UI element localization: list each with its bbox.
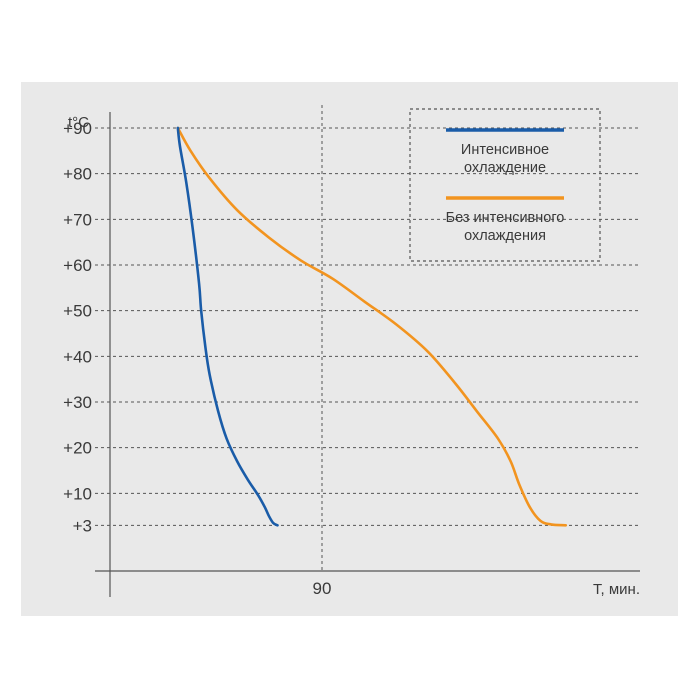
legend-box — [409, 108, 601, 262]
series-lines — [176, 126, 568, 527]
y-tick-label: +70 — [63, 210, 92, 229]
x-tick-label: 90 — [313, 579, 332, 598]
y-tick-label: +80 — [63, 165, 92, 184]
axes — [95, 112, 640, 597]
legend-label-non-intensive: Без интенсивного охлаждения — [446, 210, 565, 244]
y-tick-label: +40 — [63, 347, 92, 366]
chart-panel — [21, 82, 678, 616]
y-axis-label: t°C — [68, 114, 89, 131]
series-line-non-intensive — [176, 126, 568, 527]
y-tick-label: +60 — [63, 256, 92, 275]
y-tick-label: +20 — [63, 439, 92, 458]
tick-labels: +90 +80 +70 +60 +50 +40 +30 +20 +10 +3 90 — [63, 119, 331, 598]
legend: Интенсивное охлаждение Без интенсивного ох… — [409, 108, 601, 262]
y-tick-label: +10 — [63, 484, 92, 503]
y-tick-label: +30 — [63, 393, 92, 412]
x-axis-label: T, мин. — [593, 581, 640, 598]
y-tick-label: +50 — [63, 302, 92, 321]
series-line-intensive — [176, 126, 279, 527]
grid-lines — [95, 105, 640, 571]
legend-label-intensive: Интенсивное охлаждение — [461, 142, 549, 176]
y-tick-label: +90 — [63, 119, 92, 138]
y-tick-label: +3 — [73, 516, 92, 535]
